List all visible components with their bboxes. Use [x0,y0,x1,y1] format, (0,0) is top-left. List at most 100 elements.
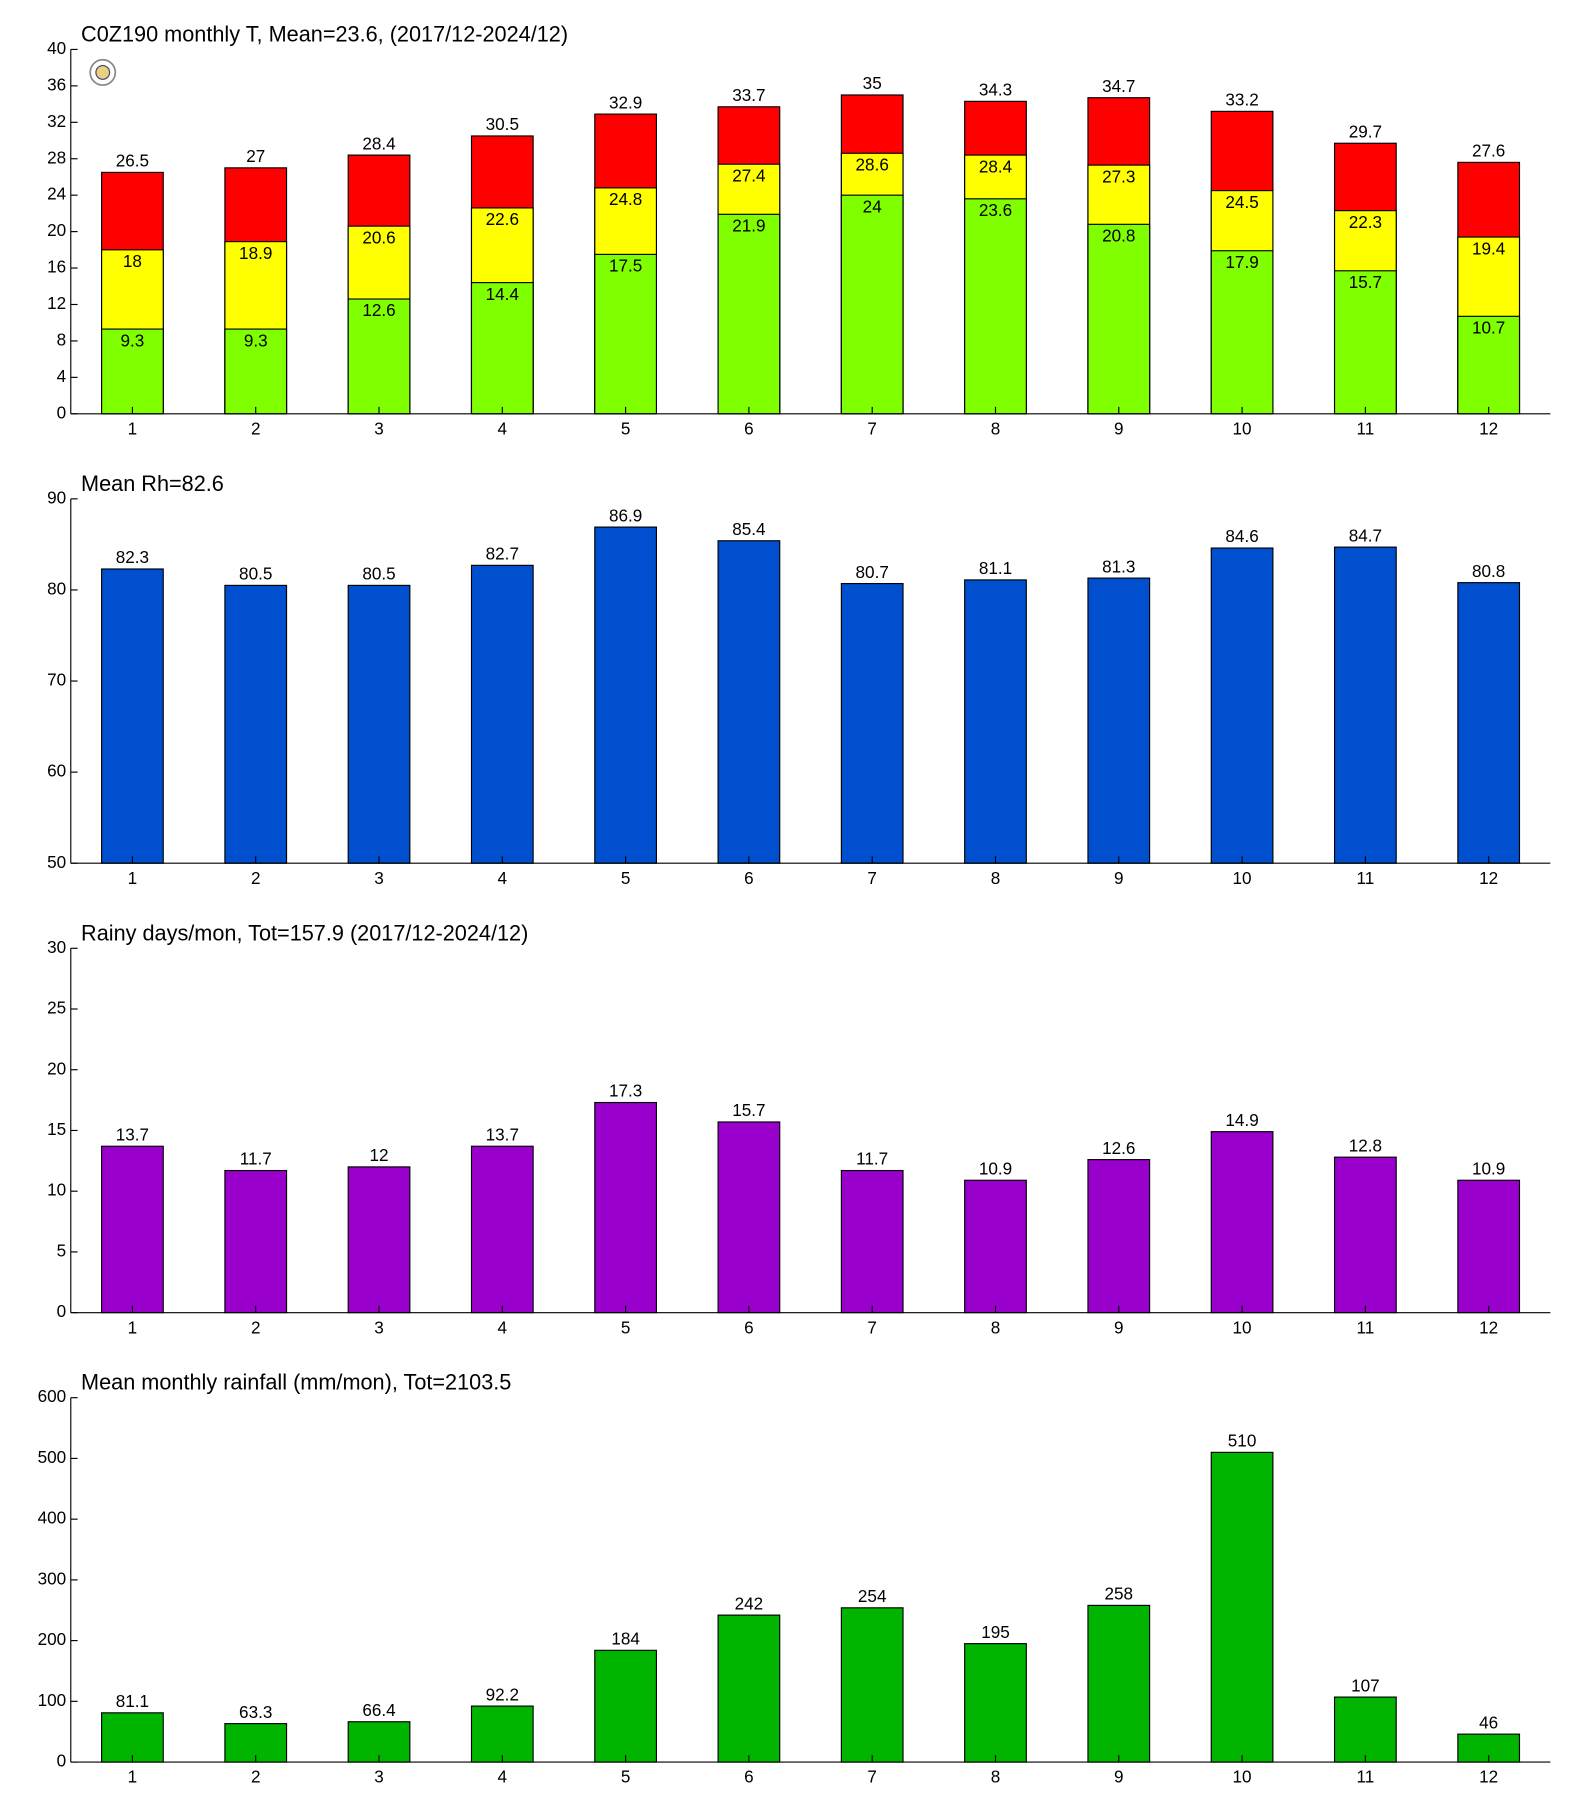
value-label: 20.8 [1102,225,1135,245]
bar [1333,1696,1397,1763]
value-label: 27.3 [1102,166,1135,186]
logo [89,58,117,86]
value-label: 82.3 [116,547,149,567]
bar [470,564,534,864]
value-label: 21.9 [732,215,765,235]
chart-title: Rainy days/mon, Tot=157.9 (2017/12-2024/… [81,920,528,945]
y-tick-label: 30 [47,937,66,957]
value-label: 82.7 [486,543,519,563]
bar [347,584,411,864]
bar [224,1169,288,1314]
value-label: 18.9 [239,243,272,263]
x-tick-label: 7 [867,1767,877,1787]
value-label: 27.4 [732,165,766,185]
x-tick-label: 9 [1114,1317,1124,1337]
bar [964,198,1027,415]
x-tick-label: 8 [991,868,1001,888]
bar [1210,547,1274,864]
value-label: 11.7 [240,1149,272,1169]
value-label: 28.4 [362,133,396,153]
bar [840,1169,904,1314]
x-tick-label: 6 [744,1767,754,1787]
y-tick-label: 0 [57,402,67,422]
bar [594,1649,658,1763]
value-label: 85.4 [732,519,766,539]
value-label: 30.5 [486,114,519,134]
value-label: 66.4 [362,1700,396,1720]
x-tick-label: 5 [621,418,631,438]
value-label: 107 [1351,1675,1380,1695]
value-label: 14.9 [1225,1110,1258,1130]
y-tick-label: 200 [38,1629,67,1649]
x-tick-label: 7 [867,868,877,888]
y-tick-label: 40 [47,38,66,58]
value-label: 242 [735,1593,764,1613]
value-label: 92.2 [486,1684,519,1704]
y-tick-label: 5 [57,1240,67,1260]
bar [1333,546,1397,864]
y-tick-label: 90 [47,487,66,507]
bar [594,1101,658,1314]
value-label: 86.9 [609,505,642,525]
bar [717,1121,781,1314]
bar [964,579,1027,864]
x-tick-label: 4 [498,1317,508,1337]
x-tick-label: 2 [251,868,261,888]
value-label: 258 [1105,1584,1134,1604]
x-tick-label: 6 [744,868,754,888]
bar [1087,1159,1151,1314]
x-tick-label: 8 [991,1317,1001,1337]
value-label: 9.3 [121,330,145,350]
x-tick-label: 12 [1479,1317,1498,1337]
x-tick-label: 1 [128,1317,138,1337]
bar [1087,223,1151,415]
value-label: 9.3 [244,330,268,350]
y-tick-label: 4 [57,366,67,386]
value-label: 81.1 [116,1691,149,1711]
value-label: 34.3 [979,79,1012,99]
value-label: 29.7 [1349,121,1382,141]
value-label: 10.9 [979,1158,1012,1178]
x-tick-label: 4 [498,1767,508,1787]
value-label: 28.4 [979,156,1013,176]
value-label: 34.7 [1102,76,1135,96]
value-label: 14.4 [486,284,520,304]
value-label: 46 [1479,1712,1498,1732]
x-tick-label: 5 [621,1767,631,1787]
chart-title: Mean Rh=82.6 [81,471,224,496]
y-tick-label: 70 [47,670,66,690]
value-label: 24.8 [609,189,642,209]
bar [964,1643,1027,1763]
x-tick-label: 8 [991,1767,1001,1787]
value-label: 510 [1228,1431,1257,1451]
value-label: 84.7 [1349,525,1382,545]
value-label: 33.7 [732,85,765,105]
y-tick-label: 50 [47,852,66,872]
bar [964,1179,1027,1314]
x-tick-label: 11 [1356,1767,1374,1787]
value-label: 254 [858,1586,887,1606]
value-label: 81.3 [1102,556,1135,576]
x-tick-label: 9 [1114,1767,1124,1787]
x-tick-label: 12 [1479,418,1498,438]
value-label: 11.7 [856,1149,888,1169]
value-label: 195 [981,1622,1010,1642]
value-label: 80.5 [239,564,272,584]
x-tick-label: 2 [251,1767,261,1787]
value-label: 84.6 [1225,526,1258,546]
bar [1087,1604,1151,1763]
value-label: 22.3 [1349,212,1382,232]
x-tick-label: 7 [867,418,877,438]
chart-title: Mean monthly rainfall (mm/mon), Tot=2103… [81,1370,511,1395]
x-tick-label: 5 [621,868,631,888]
bar [101,328,164,415]
value-label: 80.8 [1472,561,1505,581]
chart-title: C0Z190 monthly T, Mean=23.6, (2017/12-20… [81,21,568,46]
x-tick-label: 4 [498,418,508,438]
bar [840,194,904,415]
bar [1333,1156,1397,1314]
value-label: 12.8 [1349,1135,1382,1155]
y-tick-label: 10 [47,1180,66,1200]
bar [1087,577,1151,864]
y-tick-label: 8 [57,329,67,349]
